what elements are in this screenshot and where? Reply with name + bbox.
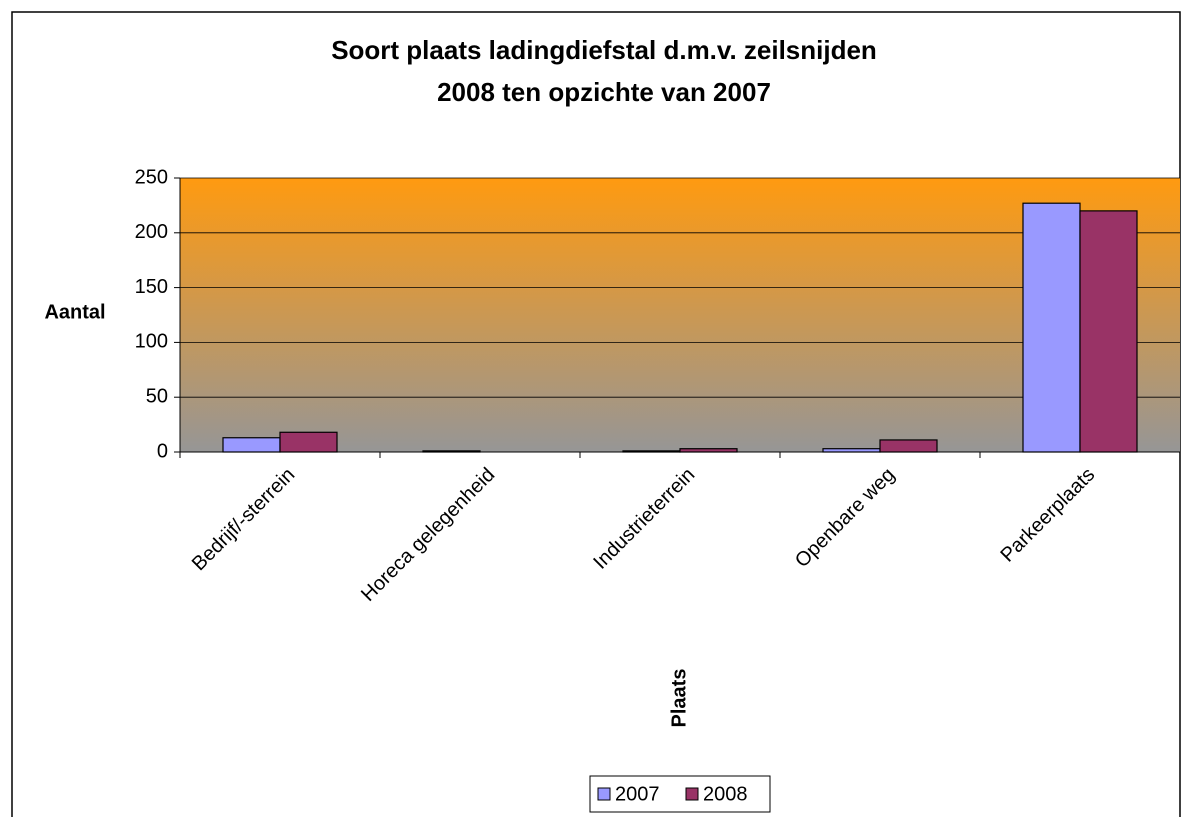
y-tick-label: 50 [146, 385, 168, 407]
bar [1022, 202, 1081, 453]
legend-swatch [685, 787, 699, 801]
bar [222, 437, 281, 453]
bar [622, 450, 681, 453]
y-axis-label: Aantal [44, 301, 105, 323]
x-tick-label: Openbare weg [791, 464, 899, 572]
bar [679, 448, 738, 453]
legend-swatch [597, 787, 611, 801]
plot-area [180, 178, 1180, 452]
x-axis-label: Plaats [668, 669, 690, 728]
bar [822, 448, 881, 453]
y-tick-label: 200 [135, 221, 168, 243]
x-tick-label: Bedrijf/-sterrein [188, 464, 299, 575]
y-tick-label: 250 [135, 166, 168, 188]
legend [589, 775, 771, 813]
y-tick-label: 0 [157, 440, 168, 462]
x-tick-label: Parkeerplaats [996, 464, 1099, 567]
legend-label: 2008 [703, 783, 748, 805]
title-box [272, 22, 936, 122]
y-tick-label: 150 [135, 276, 168, 298]
bar [1079, 210, 1138, 453]
bar [279, 431, 338, 453]
x-tick-label: Horeca gelegenheid [357, 464, 499, 606]
chart-title: Soort plaats ladingdiefstal d.m.v. zeils… [331, 35, 877, 65]
y-tick-label: 100 [135, 331, 168, 353]
bar [879, 439, 938, 453]
bar [422, 450, 481, 453]
chart-title: 2008 ten opzichte van 2007 [437, 77, 771, 107]
x-tick-label: Industrieterrein [589, 464, 699, 574]
legend-label: 2007 [615, 783, 660, 805]
